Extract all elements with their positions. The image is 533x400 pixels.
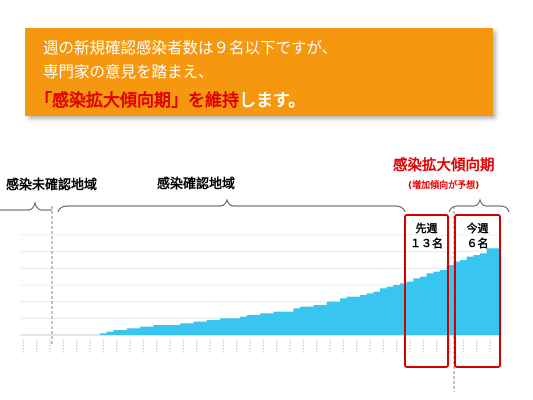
- expansion-period-sublabel: (増加傾向が予想): [408, 181, 480, 191]
- bar: [160, 325, 167, 335]
- bar: [153, 325, 161, 335]
- bar: [273, 311, 281, 335]
- this-week-title: 今週: [466, 222, 489, 235]
- bar: [226, 318, 234, 335]
- bar: [133, 328, 141, 335]
- summary-banner: 週の新規確認感染者数は９名以下ですが、 専門家の意見を踏まえ、 「感染拡大傾向期…: [25, 28, 493, 116]
- bar: [306, 306, 314, 335]
- banner-line-2: 専門家の意見を踏まえ、: [43, 63, 214, 81]
- bar: [193, 321, 201, 335]
- bar: [186, 323, 194, 335]
- bar: [266, 313, 274, 335]
- banner-highlight: 「感染拡大傾向期」を維持: [35, 91, 239, 111]
- bar: [100, 333, 107, 335]
- bar: [406, 281, 414, 335]
- banner-line-3: 「感染拡大傾向期」を維持します。: [35, 86, 305, 111]
- bar: [440, 270, 447, 335]
- bar: [206, 320, 214, 335]
- bar: [386, 286, 394, 335]
- bar: [420, 276, 427, 335]
- bar: [146, 326, 154, 335]
- last-week-box: [404, 214, 449, 368]
- bar: [340, 298, 347, 335]
- bar: [166, 325, 174, 335]
- bar: [213, 320, 221, 335]
- bar: [353, 296, 361, 335]
- this-week-value: ６名: [466, 237, 489, 250]
- bar: [346, 296, 354, 335]
- bar: [480, 253, 487, 335]
- expansion-period-label: 感染拡大傾向期: [393, 158, 495, 174]
- bar: [366, 293, 374, 335]
- bar: [460, 260, 467, 335]
- bar: [453, 261, 461, 335]
- bar: [233, 318, 241, 335]
- chart-annotations: [0, 198, 510, 392]
- bar: [320, 305, 327, 335]
- bar: [240, 316, 247, 335]
- bar: [486, 248, 494, 335]
- chart-x-ticks: [22, 339, 491, 353]
- bar: [293, 308, 301, 335]
- chart-bars: [100, 248, 501, 335]
- this-week-box: [454, 214, 501, 368]
- bar: [300, 306, 307, 335]
- bar: [433, 271, 441, 335]
- bar: [280, 311, 287, 335]
- confirmed-area-label: 感染確認地域: [157, 177, 236, 192]
- bar: [253, 315, 261, 335]
- bar: [113, 330, 121, 335]
- bar: [393, 285, 401, 335]
- unconfirmed-bracket: [0, 201, 52, 211]
- bar: [106, 331, 114, 335]
- bar: [413, 278, 421, 335]
- bar: [333, 301, 341, 335]
- bar: [246, 315, 254, 335]
- bar: [173, 325, 181, 335]
- bar: [220, 318, 227, 335]
- bar: [380, 288, 387, 335]
- last-week-title: 先週: [415, 222, 438, 235]
- this-week-label: 今週 ６名: [455, 221, 500, 251]
- bar: [313, 305, 321, 335]
- last-week-label: 先週 １３名: [405, 221, 448, 251]
- bar: [466, 256, 474, 335]
- expansion-bracket: [448, 198, 510, 213]
- unconfirmed-area-label: 感染未確認地域: [6, 178, 98, 193]
- last-week-value: １３名: [410, 237, 443, 250]
- banner-line-1: 週の新規確認感染者数は９名以下ですが、: [43, 39, 338, 57]
- bar: [373, 291, 381, 335]
- banner-line-3-rest: します。: [239, 91, 306, 111]
- bar: [400, 283, 407, 335]
- bar: [260, 313, 267, 335]
- bar: [326, 301, 334, 335]
- bar: [493, 248, 501, 335]
- bar: [200, 321, 207, 335]
- bar: [360, 295, 367, 335]
- bar: [180, 323, 187, 335]
- bar: [446, 265, 454, 335]
- bar: [126, 328, 134, 335]
- confirmed-bracket: [57, 198, 406, 213]
- bar: [473, 255, 481, 335]
- bar: [140, 326, 147, 335]
- bar: [120, 330, 127, 335]
- bar: [286, 311, 294, 335]
- bar: [426, 273, 434, 335]
